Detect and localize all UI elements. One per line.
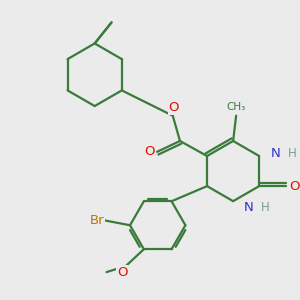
Text: H: H <box>288 146 297 160</box>
Text: O: O <box>117 266 128 279</box>
Text: N: N <box>244 201 254 214</box>
Text: CH₃: CH₃ <box>226 102 246 112</box>
Text: O: O <box>145 145 155 158</box>
Text: Br: Br <box>90 214 104 227</box>
Text: O: O <box>169 101 179 114</box>
Text: H: H <box>261 201 270 214</box>
Text: N: N <box>271 146 281 160</box>
Text: O: O <box>289 180 299 193</box>
